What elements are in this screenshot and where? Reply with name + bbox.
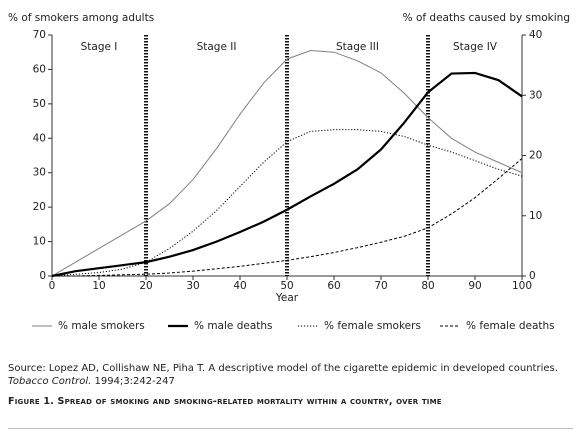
y2-tick-label: 30: [529, 89, 542, 101]
y-tick-label: 0: [39, 270, 46, 282]
x-tick-label: 90: [468, 280, 481, 292]
x-tick-label: 40: [233, 280, 246, 292]
y-tick-label: 40: [33, 132, 46, 144]
source-journal: Tobacco Control.: [8, 376, 92, 387]
series-line: [51, 49, 523, 277]
y-tick-label: 10: [33, 236, 46, 248]
x-tick-label: 50: [280, 280, 293, 292]
stage-label: Stage I: [81, 41, 118, 53]
x-tick-label: 80: [421, 280, 434, 292]
stage-label: Stage IV: [453, 41, 498, 53]
rule: [8, 428, 573, 429]
stage-label: Stage III: [336, 41, 379, 53]
x-tick-label: 30: [186, 280, 199, 292]
y-tick-label: 20: [33, 201, 46, 213]
x-tick-label: 20: [139, 280, 152, 292]
series-line: [51, 129, 523, 277]
y-tick-label: 30: [33, 167, 46, 179]
x-tick-label: 70: [374, 280, 387, 292]
y2-tick-label: 10: [529, 210, 542, 222]
legend-label: % female smokers: [324, 320, 421, 332]
x-tick-label: 10: [92, 280, 105, 292]
y2-tick-label: 20: [529, 150, 542, 162]
y-tick-label: 50: [33, 98, 46, 110]
x-tick-label: 0: [49, 280, 56, 292]
x-tick-label: 60: [327, 280, 340, 292]
y-tick-label: 70: [33, 29, 46, 41]
series-line: [52, 158, 523, 277]
legend-label: % male deaths: [194, 320, 273, 332]
y-axis-label: % of smokers among adults: [8, 12, 154, 24]
stage-label: Stage II: [197, 41, 237, 53]
caption: Figure 1. Spread of smoking and smoking-…: [8, 396, 442, 407]
y2-tick-label: 40: [529, 29, 542, 41]
x-axis-label: Year: [275, 292, 299, 304]
source: Source: Lopez AD, Collishaw NE, Piha T. …: [8, 362, 568, 388]
y2-axis-label: % of deaths caused by smoking: [403, 12, 570, 24]
source-citation: 1994;3:242-247: [94, 376, 175, 387]
legend-label: % female deaths: [466, 320, 555, 332]
series-line: [51, 71, 523, 278]
legend-label: % male smokers: [58, 320, 145, 332]
chart: % of smokers among adults % of deaths ca…: [8, 12, 570, 332]
y2-tick-label: 0: [529, 270, 536, 282]
source-text: Source: Lopez AD, Collishaw NE, Piha T. …: [8, 363, 558, 374]
y-tick-label: 60: [33, 63, 46, 75]
x-tick-label: 100: [512, 280, 532, 292]
